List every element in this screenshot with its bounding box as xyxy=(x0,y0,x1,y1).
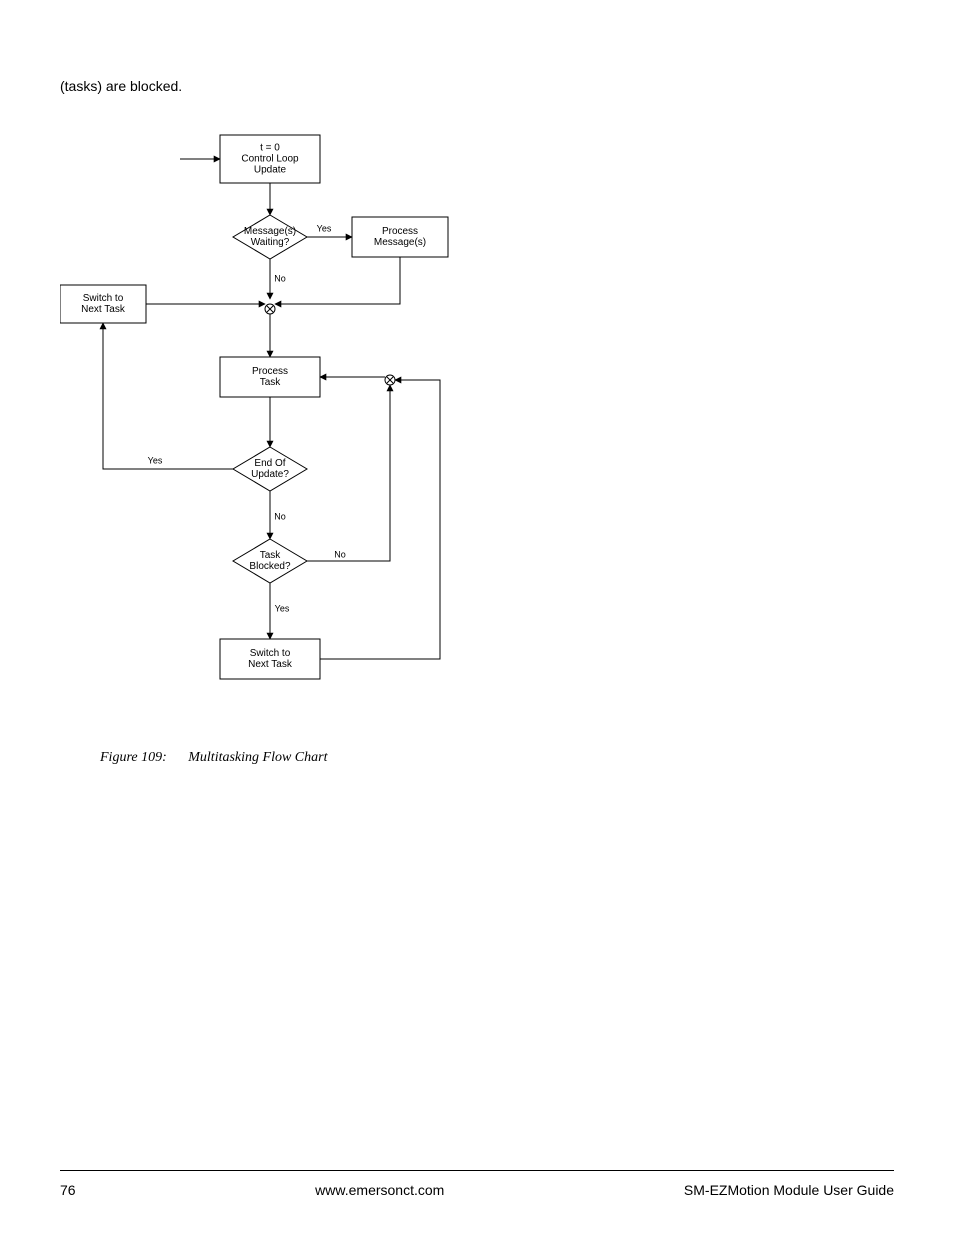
svg-text:Yes: Yes xyxy=(317,223,332,233)
svg-text:End Of: End Of xyxy=(254,458,285,469)
svg-text:Task: Task xyxy=(260,377,282,388)
footer-rule xyxy=(60,1170,894,1171)
document-page: (tasks) are blocked. Yes No Yes No No Yes t = … xyxy=(0,0,954,1235)
page-footer: 76 www.emersonct.com SM-EZMotion Module … xyxy=(60,1182,894,1198)
svg-text:Update: Update xyxy=(254,165,287,176)
footer-url: www.emersonct.com xyxy=(315,1182,444,1198)
svg-text:Process: Process xyxy=(252,366,288,377)
svg-text:Update?: Update? xyxy=(251,469,289,480)
svg-text:Next Task: Next Task xyxy=(81,304,126,315)
svg-text:Task: Task xyxy=(260,550,282,561)
svg-text:Waiting?: Waiting? xyxy=(251,237,290,248)
svg-text:Switch to: Switch to xyxy=(83,293,124,304)
flowchart: Yes No Yes No No Yes t = 0Control LoopUpdate Me… xyxy=(60,125,480,735)
svg-text:t = 0: t = 0 xyxy=(260,143,280,154)
footer-doc-title: SM-EZMotion Module User Guide xyxy=(684,1182,894,1198)
svg-text:No: No xyxy=(274,273,286,283)
svg-text:Message(s): Message(s) xyxy=(374,237,426,248)
svg-text:Yes: Yes xyxy=(148,455,163,465)
page-number: 76 xyxy=(60,1182,76,1198)
svg-text:Control Loop: Control Loop xyxy=(241,154,299,165)
svg-text:No: No xyxy=(274,511,286,521)
svg-text:Yes: Yes xyxy=(275,603,290,613)
svg-text:Switch to: Switch to xyxy=(250,648,291,659)
figure-caption: Figure 109: Multitasking Flow Chart xyxy=(100,750,327,766)
body-text: (tasks) are blocked. xyxy=(60,78,182,94)
svg-text:Blocked?: Blocked? xyxy=(249,561,291,572)
svg-text:Message(s): Message(s) xyxy=(244,226,296,237)
svg-text:Next Task: Next Task xyxy=(248,659,293,670)
svg-text:No: No xyxy=(334,549,346,559)
svg-text:Process: Process xyxy=(382,226,418,237)
figure-title: Multitasking Flow Chart xyxy=(188,750,327,765)
flowchart-svg: Yes No Yes No No Yes t = 0Control LoopUpdate Me… xyxy=(60,125,480,735)
figure-number: Figure 109: xyxy=(100,750,167,765)
